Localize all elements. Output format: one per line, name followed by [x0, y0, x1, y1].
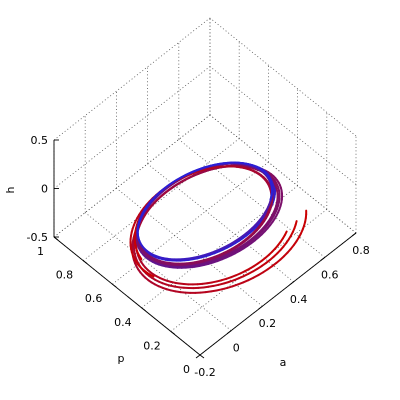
- grid-line: [116, 187, 263, 307]
- y-tick-mark: [82, 260, 88, 264]
- x-tick-mark: [320, 257, 326, 261]
- grid-line: [84, 212, 232, 331]
- x-axis-label: a: [280, 356, 287, 369]
- tick-labels: -0.2 0 0.2 0.4 0.6 0.8 0 0.2 0.4 0.6 0.8 1-0.5 0 0.5: [27, 134, 370, 379]
- x-tick-label: -0.2: [194, 366, 215, 379]
- y-axis-label: p: [118, 352, 125, 365]
- y-tick-label: 0.2: [143, 339, 161, 352]
- x-axis-line: [199, 232, 357, 356]
- y-tick-label: 0: [183, 363, 190, 376]
- grid-line: [53, 66, 211, 189]
- x-tick-label: 0.6: [321, 268, 339, 281]
- x-tick-label: 0.4: [290, 293, 308, 306]
- x-tick-mark: [258, 305, 263, 310]
- z-tick-label: 0: [41, 183, 48, 196]
- y-tick-mark: [170, 331, 176, 335]
- trajectory-segment: [269, 195, 273, 201]
- grid-line: [209, 114, 357, 234]
- grid-line: [112, 161, 269, 285]
- grid-line: [170, 209, 328, 332]
- grid-line: [178, 139, 326, 258]
- y-tick-label: 1: [37, 245, 44, 258]
- grid-line: [82, 138, 240, 261]
- grid-line: [209, 66, 357, 185]
- x-tick-label: 0: [233, 342, 240, 355]
- axes-box: [53, 139, 357, 359]
- y-tick-mark: [53, 236, 59, 241]
- y-axis-line: [53, 236, 201, 356]
- z-tick-label: -0.5: [27, 231, 48, 244]
- x-tick-mark: [351, 232, 357, 237]
- y-tick-mark: [199, 354, 205, 359]
- x-tick-mark: [226, 330, 232, 334]
- grid-line: [53, 114, 211, 238]
- grid-line: [141, 185, 298, 309]
- y-tick-label: 0.4: [114, 316, 132, 329]
- grid-line: [53, 17, 211, 141]
- trajectory-lines: [129, 161, 308, 294]
- y-tick-label: 0.8: [56, 269, 74, 282]
- z-axis-label: h: [4, 186, 17, 193]
- z-tick-label: 0.5: [31, 134, 49, 147]
- x-tick-mark: [289, 281, 294, 286]
- y-tick-mark: [112, 283, 117, 288]
- x-tick-label: 0.8: [352, 244, 370, 257]
- y-tick-mark: [141, 307, 146, 312]
- y-tick-label: 0.6: [85, 292, 103, 305]
- x-tick-label: 0.2: [259, 317, 277, 330]
- x-tick-mark: [195, 354, 201, 359]
- grid-line: [209, 17, 357, 137]
